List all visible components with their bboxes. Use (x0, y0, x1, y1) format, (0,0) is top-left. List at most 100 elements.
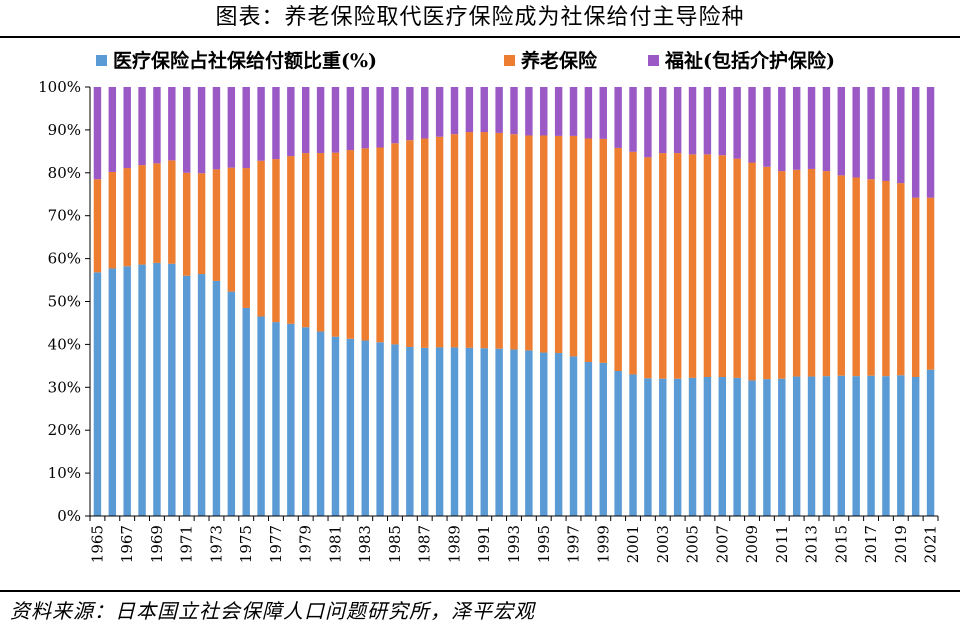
bar-segment-welfare-1973 (212, 87, 221, 170)
bar-segment-welfare-1981 (331, 87, 340, 153)
bar-segment-pension-2005 (688, 154, 697, 378)
bar-segment-medical-2017 (867, 375, 875, 516)
bar-segment-pension-1997 (569, 135, 578, 357)
bar-segment-welfare-2018 (882, 87, 890, 181)
y-tick-label: 0% (57, 507, 81, 525)
bar-segment-pension-2009 (748, 162, 756, 381)
bar-segment-medical-1966 (108, 268, 117, 516)
bar-segment-welfare-2005 (688, 87, 697, 155)
y-tick-label: 20% (48, 421, 81, 439)
bar-segment-medical-1999 (599, 362, 607, 516)
bar-segment-pension-1982 (346, 150, 355, 339)
x-tick-label: 1977 (267, 525, 285, 563)
bar-segment-welfare-1971 (182, 87, 191, 173)
bar-segment-welfare-1993 (510, 87, 518, 135)
bar-segment-welfare-1979 (302, 87, 310, 154)
bar-segment-welfare-1968 (138, 87, 146, 166)
y-tick-label: 30% (48, 378, 81, 396)
x-tick-label: 2001 (624, 525, 642, 563)
bar-segment-medical-1989 (450, 347, 459, 516)
bar-segment-welfare-2014 (822, 87, 831, 172)
bar-segment-pension-1978 (287, 156, 295, 324)
bar-segment-medical-1976 (257, 316, 265, 516)
bar-segment-welfare-1985 (391, 87, 399, 144)
bar-segment-medical-1977 (272, 322, 280, 516)
bar-segment-pension-1984 (376, 147, 384, 343)
bar-segment-medical-1995 (540, 352, 548, 516)
x-tick-label: 1991 (475, 525, 493, 563)
bar-segment-pension-2016 (852, 177, 860, 377)
bar-segment-welfare-1970 (168, 87, 176, 161)
legend-label-welfare: 福祉(包括介护保险) (664, 49, 835, 72)
bar-segment-welfare-1978 (287, 87, 295, 157)
legend-label-medical: 医疗保险占社保给付额比重(%) (113, 49, 377, 72)
bar-segment-welfare-2006 (703, 87, 712, 155)
bar-segment-welfare-1998 (584, 87, 593, 139)
y-tick-label: 40% (48, 335, 81, 353)
bar-segment-medical-2016 (852, 376, 860, 516)
bar-segment-medical-2008 (733, 377, 741, 516)
y-tick-label: 10% (48, 464, 81, 482)
x-tick-label: 1979 (297, 525, 315, 563)
bars (93, 87, 935, 516)
bar-segment-welfare-2011 (778, 87, 786, 172)
legend-swatch-medical (96, 55, 107, 66)
legend-swatch-pension (504, 55, 515, 66)
bar-segment-medical-2007 (718, 377, 726, 516)
x-tick-label: 1995 (535, 525, 553, 563)
x-tick-label: 2021 (922, 525, 940, 563)
bar-segment-medical-1967 (123, 266, 131, 516)
x-tick-label: 1971 (178, 525, 196, 563)
bar-segment-medical-2009 (748, 380, 756, 516)
x-tick-label: 1975 (237, 525, 255, 563)
bar-segment-medical-1968 (138, 264, 146, 516)
x-tick-label: 1985 (386, 525, 404, 563)
bar-segment-medical-1986 (406, 346, 414, 516)
y-tick-label: 70% (48, 207, 81, 225)
bar-segment-pension-1980 (316, 153, 325, 332)
bar-segment-welfare-2009 (748, 87, 756, 163)
y-tick-label: 100% (38, 78, 81, 96)
bar-segment-medical-1998 (584, 361, 593, 516)
bar-segment-medical-2011 (778, 378, 786, 516)
bar-segment-pension-1988 (435, 136, 444, 348)
bar-segment-welfare-2003 (659, 87, 667, 154)
bar-segment-welfare-1967 (123, 87, 131, 169)
x-tick-label: 1993 (505, 525, 523, 563)
x-tick-label: 1967 (118, 525, 136, 563)
bar-segment-medical-1965 (93, 272, 102, 516)
source-divider (0, 590, 960, 592)
bar-segment-medical-2005 (688, 377, 697, 516)
bar-segment-welfare-2000 (614, 87, 622, 148)
bar-segment-medical-2021 (926, 369, 935, 516)
bar-segment-welfare-2016 (852, 87, 860, 178)
bar-segment-medical-1988 (435, 347, 444, 516)
bar-segment-welfare-2004 (673, 87, 682, 154)
x-tick-label: 1987 (416, 525, 434, 563)
bar-segment-medical-1973 (212, 280, 221, 516)
bar-segment-welfare-1969 (153, 87, 161, 164)
bar-segment-pension-1966 (108, 171, 117, 269)
bar-segment-welfare-2020 (911, 87, 920, 198)
y-axis: 0% 10% 20% 30% 40% 50% 60% 70% 80% 90% 100% (38, 78, 91, 525)
x-tick-label: 1965 (88, 525, 106, 563)
bar-segment-medical-1987 (421, 347, 429, 516)
bar-segment-medical-1983 (361, 340, 369, 516)
bar-segment-pension-1977 (272, 159, 280, 323)
bar-segment-pension-2013 (807, 168, 816, 377)
bar-segment-pension-2003 (659, 153, 667, 379)
title-divider (0, 36, 960, 38)
x-axis: 1965 1967 1969 1971 1973 1975 1977 1979 1981 1983… (88, 515, 940, 563)
bar-segment-welfare-1975 (242, 87, 250, 169)
bar-segment-medical-2002 (644, 378, 652, 516)
bar-segment-pension-1967 (123, 168, 131, 267)
bar-segment-welfare-2015 (837, 87, 846, 176)
bar-segment-welfare-1990 (465, 87, 474, 133)
bar-segment-medical-1974 (227, 291, 236, 516)
x-tick-label: 1983 (356, 525, 374, 563)
bar-segment-medical-1992 (495, 348, 503, 516)
bar-segment-welfare-1987 (421, 87, 429, 139)
bar-segment-pension-1970 (168, 160, 176, 264)
bar-segment-pension-2017 (867, 179, 875, 376)
y-tick-label: 80% (48, 164, 81, 182)
